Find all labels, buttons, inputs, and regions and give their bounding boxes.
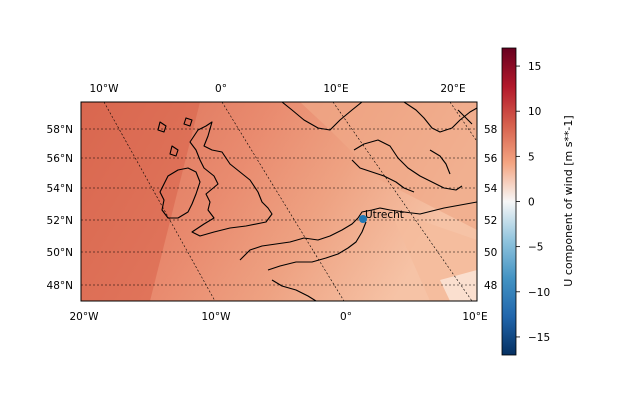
lat-label: 52°N [47,215,73,227]
coastline-ireland [159,167,201,219]
colorbar [501,47,517,356]
lat-label: 56°N [47,153,73,165]
lat-label: 48°N [47,280,73,292]
lat-label: 58 [484,124,497,136]
colorbar-tick-label: 15 [528,61,541,73]
lat-label: 58°N [47,124,73,136]
coastline-great-britain [189,121,273,237]
bottom-longitude-labels: 20°W 10°W 0° 10°E [70,311,488,323]
coastlines [157,102,477,301]
lat-label: 52 [484,215,497,227]
coastline-continent [239,201,477,261]
colorbar-tick-label: 5 [528,151,535,163]
lat-label: 50 [484,247,497,259]
lon-label: 10°W [90,83,120,95]
colorbar-tick-label: 0 [528,197,535,209]
right-latitude-labels: 58 56 54 52 50 48 [484,124,498,292]
colorbar-tick-label: 10 [528,106,541,118]
lon-label: 20°W [70,311,100,323]
colorbar-tick-label: −10 [528,287,550,299]
map-frame [80,101,478,302]
lon-label: 0° [340,311,352,323]
lon-label: 10°W [202,311,232,323]
lon-label: 10°E [462,311,487,323]
lon-label: 20°E [440,83,465,95]
location-marker-label: Utrecht [365,209,404,221]
lon-label: 0° [215,83,227,95]
colorbar-tick-label: −15 [528,332,550,344]
lat-label: 54 [484,183,498,195]
colorbar-label: U component of wind [m s**-1] [562,115,575,286]
lat-label: 50°N [47,247,73,259]
lat-label: 48 [484,280,497,292]
left-latitude-labels: 58°N 56°N 54°N 52°N 50°N 48°N [47,124,73,292]
lat-label: 54°N [47,183,73,195]
colorbar-tick-label: −5 [528,242,543,254]
lat-label: 56 [484,153,498,165]
wind-field [81,102,477,301]
colorbar-ticks: 15 10 5 0 −5 −10 −15 [516,61,550,344]
top-longitude-labels: 10°W 0° 10°E 20°E [90,83,466,95]
location-marker[interactable] [359,215,367,223]
coastline-scandinavia [281,102,363,131]
lon-label: 10°E [323,83,348,95]
graticule [81,102,477,301]
